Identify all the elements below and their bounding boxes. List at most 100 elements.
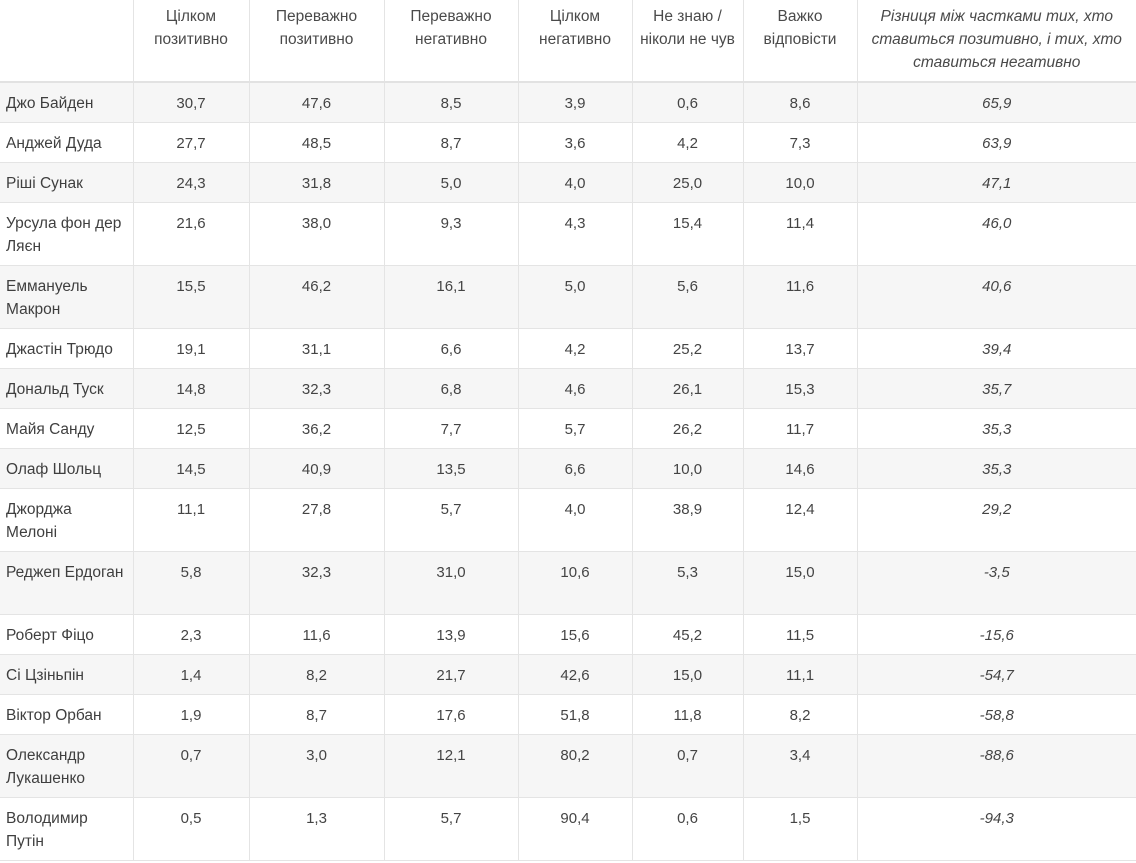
table-row: Майя Санду 12,5 36,2 7,7 5,7 26,2 11,7 35,3	[0, 408, 1136, 449]
fully-positive-cell: 1,9	[132, 694, 249, 735]
table-row: Реджеп Ердоган 5,8 32,3 31,0 10,6 5,3 15,0 -3,5	[0, 551, 1136, 615]
dont-know-cell: 25,0	[631, 162, 743, 203]
header-fully-negative: Цілком негативно	[517, 0, 632, 83]
politician-name: Майя Санду	[0, 408, 133, 449]
mostly-negative-cell: 21,7	[383, 654, 518, 695]
table-row: Еммануель Макрон 15,5 46,2 16,1 5,0 5,6 11,6 40…	[0, 265, 1136, 329]
fully-negative-cell: 4,0	[517, 162, 632, 203]
dont-know-cell: 0,7	[631, 734, 743, 798]
header-mostly-negative: Переважно негативно	[383, 0, 518, 83]
hard-to-say-cell: 3,4	[742, 734, 857, 798]
fully-positive-cell: 12,5	[132, 408, 249, 449]
fully-positive-cell: 15,5	[132, 265, 249, 329]
hard-to-say-cell: 10,0	[742, 162, 857, 203]
fully-negative-cell: 42,6	[517, 654, 632, 695]
mostly-negative-cell: 13,9	[383, 614, 518, 655]
fully-positive-cell: 0,7	[132, 734, 249, 798]
fully-positive-cell: 5,8	[132, 551, 249, 615]
mostly-positive-cell: 3,0	[248, 734, 384, 798]
difference-cell: -54,7	[856, 654, 1136, 695]
mostly-positive-cell: 32,3	[248, 551, 384, 615]
table-row: Володимир Путін 0,5 1,3 5,7 90,4 0,6 1,5 -94,3	[0, 797, 1136, 861]
fully-negative-cell: 3,9	[517, 82, 632, 123]
mostly-positive-cell: 46,2	[248, 265, 384, 329]
dont-know-cell: 15,4	[631, 202, 743, 266]
fully-positive-cell: 27,7	[132, 122, 249, 163]
mostly-positive-cell: 31,1	[248, 328, 384, 369]
dont-know-cell: 25,2	[631, 328, 743, 369]
fully-negative-cell: 4,0	[517, 488, 632, 552]
mostly-negative-cell: 12,1	[383, 734, 518, 798]
difference-cell: -88,6	[856, 734, 1136, 798]
hard-to-say-cell: 12,4	[742, 488, 857, 552]
mostly-positive-cell: 8,7	[248, 694, 384, 735]
difference-cell: 29,2	[856, 488, 1136, 552]
header-name	[0, 0, 133, 83]
header-dont-know: Не знаю / ніколи не чув	[631, 0, 743, 83]
fully-positive-cell: 24,3	[132, 162, 249, 203]
fully-negative-cell: 10,6	[517, 551, 632, 615]
table-row: Дональд Туск 14,8 32,3 6,8 4,6 26,1 15,3 35,7	[0, 368, 1136, 409]
hard-to-say-cell: 1,5	[742, 797, 857, 861]
hard-to-say-cell: 15,0	[742, 551, 857, 615]
politician-name: Джорджа Мелоні	[0, 488, 133, 552]
difference-cell: -15,6	[856, 614, 1136, 655]
mostly-negative-cell: 13,5	[383, 448, 518, 489]
mostly-positive-cell: 31,8	[248, 162, 384, 203]
difference-cell: -58,8	[856, 694, 1136, 735]
difference-cell: 47,1	[856, 162, 1136, 203]
politician-name: Джастін Трюдо	[0, 328, 133, 369]
politician-name: Урсула фон дер Ляєн	[0, 202, 133, 266]
header-mostly-positive: Переважно позитивно	[248, 0, 384, 83]
politician-name: Сі Цзіньпін	[0, 654, 133, 695]
mostly-negative-cell: 5,7	[383, 797, 518, 861]
fully-positive-cell: 1,4	[132, 654, 249, 695]
politician-name: Ріші Сунак	[0, 162, 133, 203]
dont-know-cell: 0,6	[631, 82, 743, 123]
mostly-negative-cell: 7,7	[383, 408, 518, 449]
politician-name: Дональд Туск	[0, 368, 133, 409]
mostly-positive-cell: 32,3	[248, 368, 384, 409]
difference-cell: -94,3	[856, 797, 1136, 861]
header-fully-positive: Цілком позитивно	[132, 0, 249, 83]
dont-know-cell: 26,1	[631, 368, 743, 409]
table-row: Олександр Лукашенко 0,7 3,0 12,1 80,2 0,7 3,4-…	[0, 734, 1136, 798]
header-hard-to-say: Важко відповісти	[742, 0, 857, 83]
mostly-positive-cell: 38,0	[248, 202, 384, 266]
difference-cell: 35,3	[856, 448, 1136, 489]
table-row: Урсула фон дер Ляєн 21,6 38,0 9,3 4,3 15,4 11,…	[0, 202, 1136, 266]
mostly-negative-cell: 16,1	[383, 265, 518, 329]
fully-negative-cell: 51,8	[517, 694, 632, 735]
table-row: Анджей Дуда 27,7 48,5 8,7 3,6 4,2 7,3 63,9	[0, 122, 1136, 163]
hard-to-say-cell: 7,3	[742, 122, 857, 163]
dont-know-cell: 26,2	[631, 408, 743, 449]
mostly-negative-cell: 5,7	[383, 488, 518, 552]
table-row: Віктор Орбан 1,9 8,7 17,6 51,8 11,8 8,2 -58,8	[0, 694, 1136, 735]
hard-to-say-cell: 11,7	[742, 408, 857, 449]
table-row: Джо Байден 30,7 47,6 8,5 3,9 0,6 8,6 65,9	[0, 82, 1136, 123]
mostly-positive-cell: 8,2	[248, 654, 384, 695]
hard-to-say-cell: 11,1	[742, 654, 857, 695]
fully-negative-cell: 5,0	[517, 265, 632, 329]
mostly-positive-cell: 27,8	[248, 488, 384, 552]
difference-cell: 63,9	[856, 122, 1136, 163]
fully-negative-cell: 4,2	[517, 328, 632, 369]
dont-know-cell: 38,9	[631, 488, 743, 552]
mostly-positive-cell: 11,6	[248, 614, 384, 655]
mostly-positive-cell: 1,3	[248, 797, 384, 861]
dont-know-cell: 15,0	[631, 654, 743, 695]
politician-name: Роберт Фіцо	[0, 614, 133, 655]
fully-negative-cell: 4,6	[517, 368, 632, 409]
fully-negative-cell: 5,7	[517, 408, 632, 449]
mostly-negative-cell: 17,6	[383, 694, 518, 735]
mostly-negative-cell: 8,5	[383, 82, 518, 123]
fully-positive-cell: 19,1	[132, 328, 249, 369]
fully-negative-cell: 4,3	[517, 202, 632, 266]
hard-to-say-cell: 15,3	[742, 368, 857, 409]
fully-positive-cell: 14,8	[132, 368, 249, 409]
fully-positive-cell: 11,1	[132, 488, 249, 552]
fully-positive-cell: 21,6	[132, 202, 249, 266]
fully-positive-cell: 30,7	[132, 82, 249, 123]
politician-name: Реджеп Ердоган	[0, 551, 133, 615]
